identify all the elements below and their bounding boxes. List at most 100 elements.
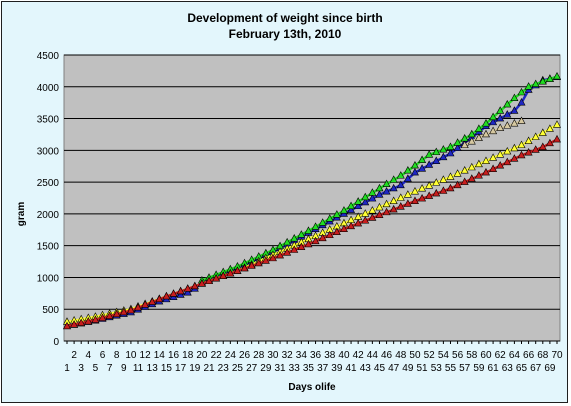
y-tick-label: 4500	[37, 51, 60, 62]
data-point	[517, 116, 526, 124]
x-tick-label: 18	[182, 350, 194, 361]
x-tick-label: 3	[78, 363, 84, 374]
data-point	[524, 136, 533, 144]
data-point	[453, 143, 462, 152]
data-point	[531, 132, 540, 140]
data-point	[439, 152, 448, 161]
x-tick-label: 27	[246, 363, 258, 374]
data-point	[247, 261, 256, 269]
data-point	[382, 179, 391, 188]
x-tick-label: 43	[360, 363, 372, 374]
data-point	[219, 271, 228, 279]
data-point	[183, 284, 192, 292]
series-5	[460, 116, 526, 149]
data-point	[368, 206, 377, 214]
data-point	[439, 175, 448, 183]
data-point	[538, 77, 547, 85]
data-point	[311, 236, 320, 245]
series-layer	[62, 71, 562, 330]
data-point	[552, 120, 562, 128]
data-point	[439, 145, 448, 153]
x-tick-label: 5	[93, 363, 99, 374]
data-point	[531, 145, 540, 153]
y-tick-label: 1000	[37, 273, 60, 284]
data-point	[432, 156, 441, 164]
data-point	[84, 316, 93, 325]
data-point	[496, 123, 505, 131]
data-point	[325, 214, 334, 222]
data-point	[169, 289, 178, 297]
data-point	[91, 315, 100, 323]
x-tick-label: 31	[274, 363, 286, 374]
data-point	[162, 291, 171, 300]
data-point	[339, 224, 348, 232]
y-tick-label: 500	[42, 305, 59, 316]
x-tick-label: 50	[409, 350, 421, 361]
data-point	[446, 148, 455, 157]
data-point	[425, 160, 434, 168]
x-tick-label: 60	[480, 350, 492, 361]
data-point	[176, 286, 185, 295]
x-tick-label: 69	[544, 363, 556, 374]
x-tick-label: 44	[367, 350, 379, 361]
data-point	[347, 201, 356, 210]
data-point	[545, 124, 554, 132]
data-point	[261, 256, 270, 264]
x-tick-label: 63	[502, 363, 514, 374]
data-point	[212, 274, 221, 282]
x-tick-label: 17	[175, 363, 187, 374]
data-point	[545, 138, 554, 147]
data-point	[510, 143, 519, 152]
data-point	[517, 140, 526, 149]
chart-title: Development of weight since birth	[187, 11, 382, 25]
x-tick-label: 68	[537, 350, 549, 361]
data-point	[496, 106, 505, 114]
x-tick-label: 9	[121, 363, 127, 374]
data-point	[446, 183, 455, 192]
data-point	[503, 146, 512, 155]
data-point	[268, 253, 277, 262]
x-tick-label: 37	[317, 363, 329, 374]
data-point	[418, 184, 427, 192]
x-tick-label: 58	[466, 350, 478, 361]
x-tick-label: 53	[431, 363, 443, 374]
data-point	[517, 150, 526, 159]
x-tick-label: 39	[331, 363, 343, 374]
data-point	[126, 305, 135, 314]
data-point	[517, 98, 526, 106]
x-tick-label: 52	[424, 350, 436, 361]
x-tick-label: 30	[267, 350, 279, 361]
data-point	[382, 199, 391, 208]
data-point	[396, 202, 405, 210]
series-4	[62, 134, 562, 330]
data-point	[119, 307, 128, 316]
y-tick-label: 3500	[37, 115, 60, 126]
data-point	[481, 167, 490, 176]
x-tick-label: 32	[282, 350, 294, 361]
data-point	[410, 187, 419, 195]
y-tick-label: 3000	[37, 146, 60, 157]
data-point	[474, 133, 483, 141]
data-point	[361, 197, 370, 206]
data-point	[283, 248, 292, 256]
data-point	[439, 186, 448, 194]
x-tick-label: 48	[395, 350, 407, 361]
data-point	[503, 157, 512, 166]
data-point	[467, 137, 476, 145]
x-tick-label: 26	[239, 350, 251, 361]
x-tick-label: 42	[353, 350, 365, 361]
data-point	[418, 155, 427, 163]
data-point	[361, 192, 370, 201]
data-point	[98, 313, 107, 321]
data-point	[361, 216, 370, 224]
data-point	[474, 124, 483, 132]
x-tick-label: 36	[310, 350, 322, 361]
x-tick-label: 56	[452, 350, 464, 361]
data-point	[389, 196, 398, 204]
y-axis-ticks: 0 500 1000 1500 2000 2500 3000 3500 4000 4500	[37, 51, 60, 348]
data-point	[240, 263, 249, 272]
data-point	[510, 154, 519, 162]
y-tick-label: 2000	[37, 210, 60, 221]
series-line	[66, 138, 558, 328]
data-point	[481, 156, 490, 164]
